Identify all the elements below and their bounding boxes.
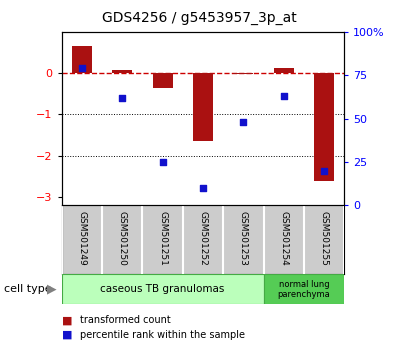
Bar: [314, 73, 334, 181]
Text: ▶: ▶: [47, 283, 56, 296]
Text: caseous TB granulomas: caseous TB granulomas: [100, 284, 225, 295]
Point: [160, 159, 166, 165]
Text: GSM501252: GSM501252: [199, 211, 207, 266]
Text: GSM501253: GSM501253: [239, 211, 248, 266]
Point: [200, 185, 206, 191]
Text: percentile rank within the sample: percentile rank within the sample: [80, 330, 245, 339]
Bar: [263, 274, 344, 304]
Text: transformed count: transformed count: [80, 315, 170, 325]
Text: normal lung
parenchyma: normal lung parenchyma: [277, 280, 330, 299]
Point: [281, 93, 287, 99]
Text: ■: ■: [62, 315, 72, 325]
Bar: [273, 68, 294, 73]
Bar: [193, 73, 213, 141]
Bar: [233, 73, 254, 74]
Text: ■: ■: [62, 330, 72, 339]
Text: cell type: cell type: [4, 284, 52, 295]
Point: [321, 168, 327, 173]
Text: GSM501251: GSM501251: [158, 211, 167, 266]
Point: [79, 65, 85, 71]
Text: GSM501250: GSM501250: [118, 211, 127, 266]
Text: GSM501254: GSM501254: [279, 211, 288, 266]
Bar: [152, 73, 173, 88]
Point: [119, 95, 125, 101]
Point: [240, 119, 246, 125]
Bar: [112, 70, 132, 73]
Text: GDS4256 / g5453957_3p_at: GDS4256 / g5453957_3p_at: [101, 11, 297, 25]
Text: GSM501249: GSM501249: [77, 211, 86, 266]
Text: GSM501255: GSM501255: [320, 211, 329, 266]
Bar: [72, 46, 92, 73]
Bar: [62, 274, 263, 304]
